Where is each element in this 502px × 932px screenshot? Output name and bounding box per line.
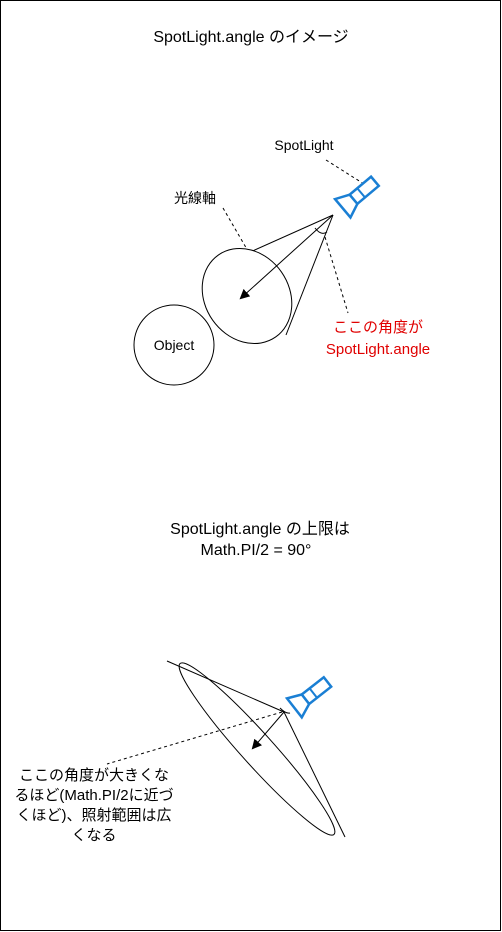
note-line1: ここの角度が大きくな [19,767,169,784]
object-label: Object [154,337,195,353]
wide-cone-angle-arc [279,707,291,714]
cone-edge-bottom [285,214,334,336]
diagram1-title: SpotLight.angle のイメージ [153,29,348,46]
diagram2-title-line2: Math.PI/2 = 90° [201,542,312,559]
axis-label: 光線軸 [174,190,216,206]
spotlight-label: SpotLight [274,137,333,153]
spotlight-leader-line [325,159,365,185]
note-line4: くなる [71,827,116,844]
cone-angle-arc [314,227,328,234]
note-line2: るほど(Math.PI/2に近づ [14,787,173,804]
axis-leader-line [222,207,267,283]
light-cone-1 [201,214,334,345]
diagram2-title-line1: SpotLight.angle の上限は [170,520,350,538]
wide-light-axis-arrow [251,711,285,750]
angle-leader-line [324,236,349,314]
light-cone-2 [166,660,346,838]
wide-cone-edge-top [166,660,285,713]
angle-note-line2: SpotLight.angle [326,341,430,358]
wide-cone-edge-bottom [283,711,346,838]
note-line3: くほど)、照射範囲は広 [17,806,172,824]
cone-edge-top [247,214,334,254]
flashlight-icon [284,675,333,720]
flashlight-icon [332,174,381,220]
wide-angle-leader-line [106,711,283,765]
object-circle [133,304,215,386]
angle-note-line1: ここの角度が [333,319,423,336]
light-axis-arrow [239,214,334,300]
